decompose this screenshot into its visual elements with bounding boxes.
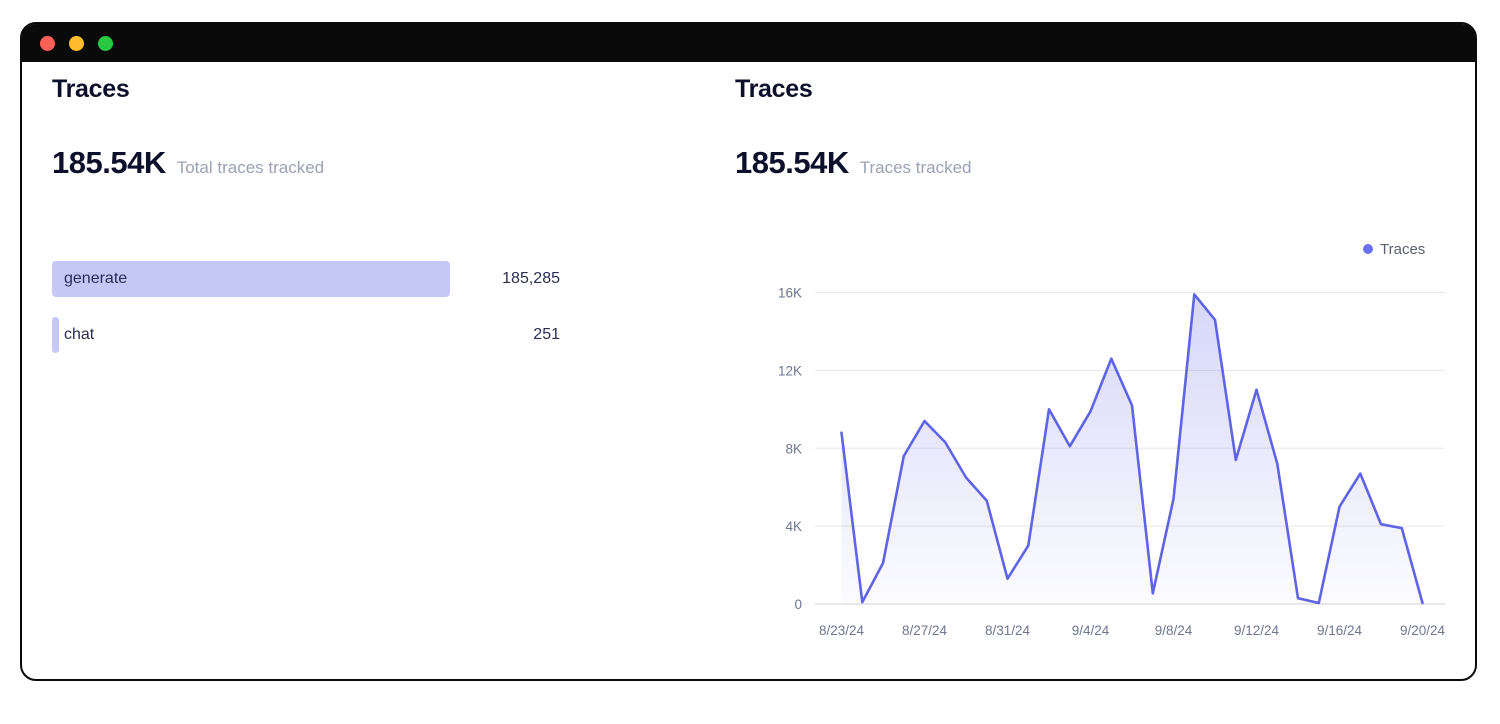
svg-text:9/20/24: 9/20/24 (1400, 623, 1446, 638)
chart-legend-item[interactable]: Traces (1363, 240, 1425, 258)
minimize-window-button[interactable] (69, 35, 84, 51)
traces-tracked-value: 185.54K (735, 145, 849, 180)
svg-text:0: 0 (794, 597, 802, 612)
bar-track: chat (52, 317, 450, 353)
trace-name-bar-list: generate 185,285 chat 251 (52, 261, 560, 373)
window-titlebar (22, 24, 1475, 62)
traces-tracked-metric: 185.54K Traces tracked (735, 145, 972, 181)
zoom-window-button[interactable] (98, 35, 113, 51)
svg-text:8K: 8K (785, 441, 802, 456)
svg-text:12K: 12K (778, 363, 802, 378)
svg-text:8/27/24: 8/27/24 (902, 623, 948, 638)
bar-value: 251 (533, 326, 560, 343)
svg-text:9/8/24: 9/8/24 (1155, 623, 1193, 638)
bar-label: generate (64, 270, 128, 287)
dashboard-content: Traces 185.54K Total traces tracked gene… (22, 62, 1475, 679)
bar-label: chat (64, 326, 95, 343)
bar-fill (52, 261, 450, 297)
legend-label: Traces (1380, 240, 1426, 258)
total-traces-label: Total traces tracked (176, 158, 325, 177)
bar-value: 185,285 (502, 270, 560, 287)
total-traces-value: 185.54K (52, 145, 166, 180)
legend-dot-icon (1363, 244, 1373, 254)
traces-tracked-label: Traces tracked (859, 158, 972, 177)
close-window-button[interactable] (40, 35, 55, 51)
traces-chart-panel-title: Traces (735, 75, 813, 103)
traces-area-chart[interactable]: 0 4K 8K 12K 16K 8/23/24 8/27/24 8/31/24 9/4/24 9/… (745, 278, 1455, 646)
bar-track: generate (52, 261, 450, 297)
svg-text:9/12/24: 9/12/24 (1234, 623, 1280, 638)
traces-list-panel-title: Traces (52, 75, 130, 103)
bar-list-row[interactable]: generate 185,285 (52, 261, 560, 297)
svg-text:8/23/24: 8/23/24 (819, 623, 865, 638)
svg-text:8/31/24: 8/31/24 (985, 623, 1031, 638)
total-traces-metric: 185.54K Total traces tracked (52, 145, 324, 181)
svg-text:16K: 16K (778, 286, 802, 301)
app-window: Traces 185.54K Total traces tracked gene… (20, 22, 1477, 681)
bar-fill (52, 317, 59, 353)
svg-text:9/16/24: 9/16/24 (1317, 623, 1363, 638)
svg-text:4K: 4K (785, 519, 802, 534)
svg-text:9/4/24: 9/4/24 (1072, 623, 1110, 638)
bar-list-row[interactable]: chat 251 (52, 317, 560, 353)
